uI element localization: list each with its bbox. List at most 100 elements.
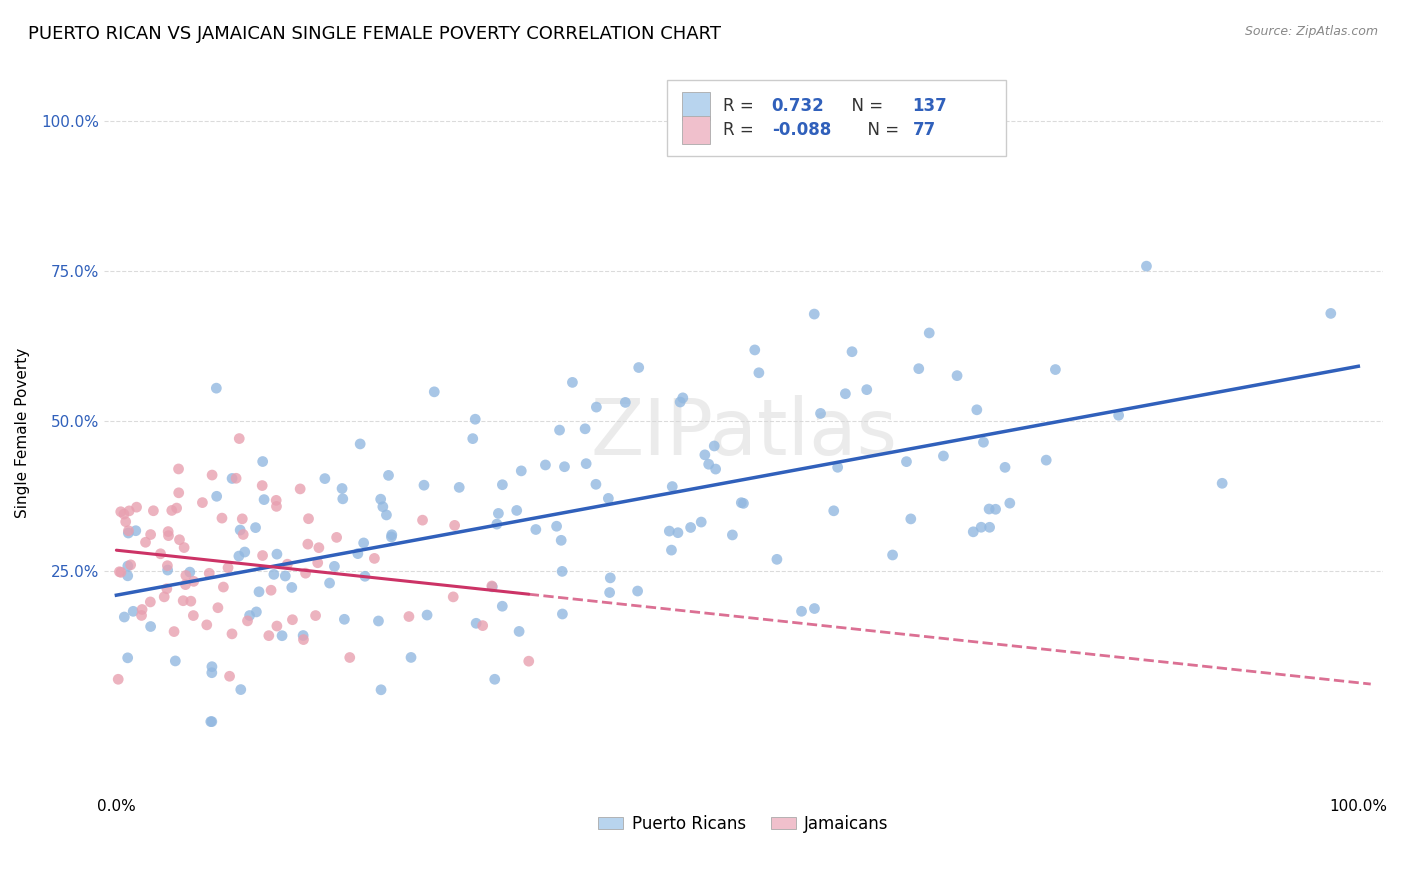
Point	[167, 485, 190, 500]
Point	[274, 569, 297, 583]
Point	[970, 520, 993, 534]
Point	[125, 500, 148, 515]
Point	[314, 472, 336, 486]
Point	[281, 581, 304, 595]
Point	[165, 654, 187, 668]
Y-axis label: Single Female Poverty: Single Female Poverty	[15, 348, 30, 518]
Point	[998, 496, 1021, 510]
Point	[932, 449, 955, 463]
Point	[157, 524, 180, 539]
Point	[803, 307, 825, 321]
Point	[231, 512, 253, 526]
Point	[979, 520, 1001, 534]
Point	[381, 528, 404, 542]
Point	[1320, 306, 1343, 320]
Point	[371, 500, 394, 514]
Point	[575, 457, 598, 471]
Point	[156, 563, 179, 577]
Point	[131, 608, 153, 623]
Point	[180, 594, 202, 608]
Point	[548, 423, 571, 437]
Point	[1135, 259, 1157, 273]
Point	[294, 566, 316, 581]
Point	[160, 503, 183, 517]
Point	[125, 524, 148, 538]
Point	[375, 508, 398, 522]
Point	[464, 412, 486, 426]
Point	[693, 448, 716, 462]
Point	[260, 583, 283, 598]
Point	[484, 673, 506, 687]
Point	[585, 477, 607, 491]
Text: N =: N =	[858, 121, 905, 139]
Point	[253, 492, 276, 507]
Point	[217, 560, 239, 574]
Point	[790, 604, 813, 618]
Point	[179, 565, 201, 579]
Point	[264, 493, 287, 508]
Point	[486, 507, 509, 521]
Point	[441, 590, 464, 604]
Point	[117, 569, 139, 583]
Point	[112, 610, 135, 624]
FancyBboxPatch shape	[682, 116, 710, 144]
Point	[266, 619, 288, 633]
Point	[229, 682, 252, 697]
Point	[263, 567, 285, 582]
Point	[323, 559, 346, 574]
Point	[399, 650, 422, 665]
Point	[304, 608, 326, 623]
Point	[661, 543, 683, 558]
Point	[766, 552, 789, 566]
Point	[1108, 409, 1130, 423]
Point	[117, 559, 139, 574]
Point	[966, 402, 988, 417]
Point	[810, 406, 832, 420]
Point	[201, 468, 224, 483]
Point	[508, 624, 530, 639]
Point	[332, 491, 354, 506]
Point	[163, 624, 186, 639]
Point	[211, 511, 233, 525]
Text: Source: ZipAtlas.com: Source: ZipAtlas.com	[1244, 25, 1378, 38]
Text: 137: 137	[912, 97, 948, 115]
Point	[1035, 453, 1057, 467]
Point	[561, 376, 583, 390]
Point	[626, 584, 648, 599]
Point	[704, 462, 727, 476]
Point	[307, 556, 329, 570]
Point	[481, 580, 503, 594]
Point	[551, 565, 574, 579]
Point	[139, 619, 162, 633]
Point	[292, 628, 315, 642]
Point	[413, 478, 436, 492]
Text: 0.732: 0.732	[772, 97, 824, 115]
FancyBboxPatch shape	[682, 93, 710, 120]
Point	[233, 545, 256, 559]
Point	[672, 391, 695, 405]
Point	[108, 565, 131, 579]
Point	[339, 650, 361, 665]
Point	[172, 593, 194, 607]
Point	[117, 526, 139, 541]
Point	[972, 435, 994, 450]
Point	[599, 571, 621, 585]
Point	[221, 627, 243, 641]
Point	[380, 530, 402, 544]
Point	[471, 618, 494, 632]
Point	[201, 659, 224, 673]
Point	[900, 512, 922, 526]
Point	[221, 471, 243, 485]
Point	[574, 422, 596, 436]
Point	[363, 551, 385, 566]
Point	[157, 528, 180, 542]
Point	[122, 604, 145, 618]
Point	[201, 665, 224, 680]
Point	[485, 517, 508, 532]
Point	[347, 547, 370, 561]
Point	[107, 673, 129, 687]
Point	[200, 714, 222, 729]
Point	[183, 574, 205, 589]
Point	[827, 460, 849, 475]
Point	[232, 527, 254, 541]
